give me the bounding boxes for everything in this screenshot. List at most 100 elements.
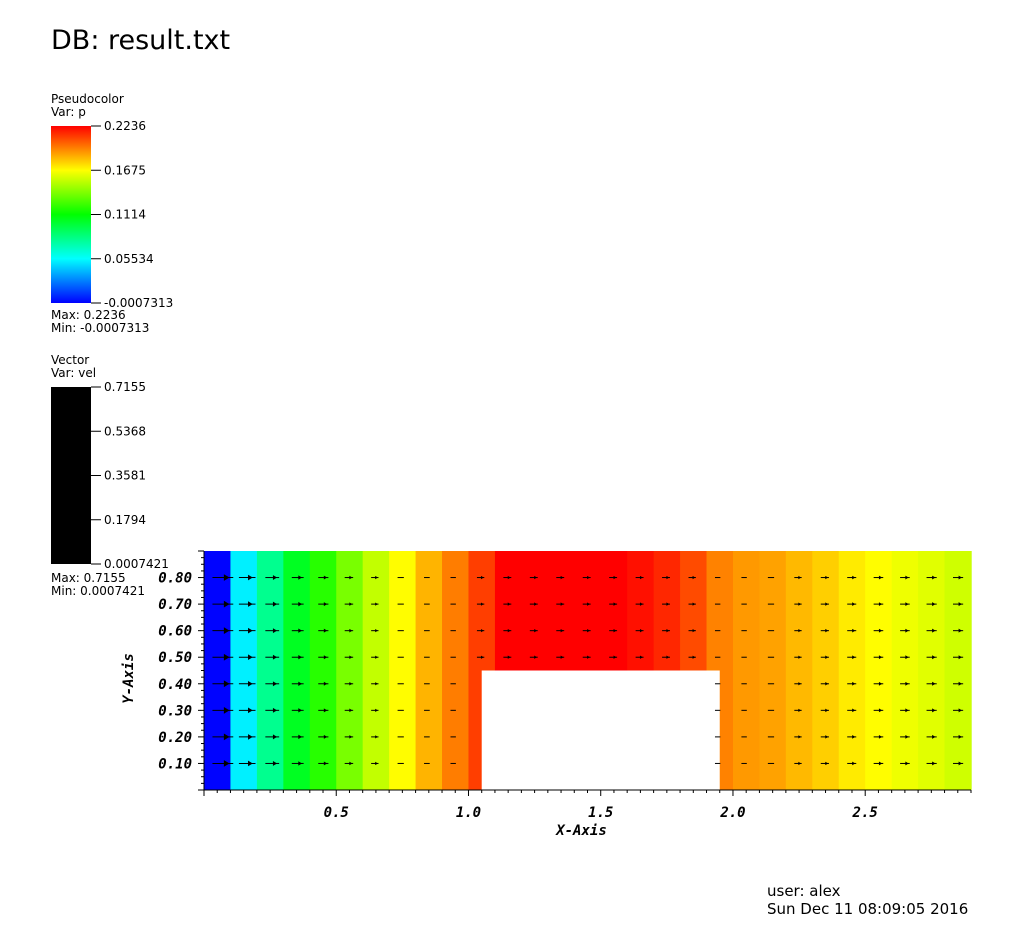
vector-arrow-head	[798, 629, 802, 633]
vector-arrow-head	[932, 734, 936, 739]
y-tick-label: 0.10	[158, 756, 192, 772]
vector-arrow-head	[905, 681, 909, 686]
vector-arrow-head	[587, 602, 590, 606]
vector-arrow-head	[692, 629, 696, 633]
vector-legend-tick-label-3: 0.1794	[104, 513, 146, 527]
heat-cell	[918, 551, 946, 790]
vector-arrow-head	[298, 655, 302, 660]
vector-arrow-head	[375, 629, 378, 633]
vector-legend-tick-label-2: 0.3581	[104, 469, 146, 483]
vector-arrow-head	[349, 682, 353, 686]
vector-arrow-head	[323, 708, 328, 713]
vector-arrow-head	[639, 602, 643, 606]
vector-arrow-head	[958, 602, 962, 607]
heat-cell	[812, 551, 840, 790]
heat-cell	[204, 551, 232, 790]
x-tick-label: 0.5	[324, 805, 349, 821]
vector-arrow-head	[958, 681, 962, 686]
vector-arrow-head	[272, 734, 278, 740]
vector-arrow-head	[534, 655, 538, 659]
vector-arrow-head	[878, 602, 883, 607]
vector-arrow-head	[323, 628, 328, 633]
heat-cell	[944, 551, 972, 790]
vector-arrow-head	[825, 735, 829, 739]
vector-arrow-head	[560, 655, 564, 659]
vector-arrow-head	[223, 733, 230, 741]
pseudocolor-legend-min: Min: -0.0007313	[51, 321, 150, 335]
y-tick-label: 0.20	[158, 730, 192, 746]
heat-cell	[230, 551, 258, 790]
vector-arrow-head	[798, 708, 802, 712]
pseudocolor-legend-var: Var: p	[51, 105, 86, 119]
db-title: DB: result.txt	[51, 25, 231, 56]
vector-legend-tick-label-4: 0.0007421	[104, 557, 169, 571]
vector-arrow-head	[272, 707, 278, 713]
y-tick-label: 0.50	[158, 650, 192, 666]
vector-arrow-head	[323, 602, 328, 607]
vector-arrow-head	[852, 602, 856, 606]
vector-arrow-head	[798, 735, 802, 739]
vector-arrow-head	[323, 681, 328, 686]
vector-arrow-head	[375, 602, 378, 606]
vector-arrow-head	[613, 655, 617, 659]
vector-arrow-head	[825, 575, 829, 580]
heat-cell	[442, 551, 470, 790]
vector-arrow-head	[298, 734, 302, 740]
pseudocolor-legend-max: Max: 0.2236	[51, 308, 126, 322]
vector-arrow-head	[349, 708, 353, 713]
vector-legend-title: Vector	[51, 353, 90, 367]
footer-date: Sun Dec 11 08:09:05 2016	[767, 900, 969, 918]
vector-arrow-head	[248, 627, 253, 634]
vector-legend-var: Var: vel	[51, 366, 97, 380]
vector-arrow-head	[248, 601, 253, 607]
heat-cell	[891, 551, 919, 790]
vector-arrow-head	[905, 655, 909, 660]
vector-arrow-head	[825, 708, 829, 713]
heat-cell	[865, 551, 893, 790]
y-tick-label: 0.70	[158, 597, 192, 613]
vector-arrow-head	[534, 628, 538, 633]
vector-arrow-head	[958, 734, 962, 739]
vector-arrow-head	[349, 761, 353, 766]
vector-arrow-head	[223, 627, 230, 635]
heat-cell	[283, 551, 311, 790]
vector-arrow-head	[480, 575, 484, 580]
vector-arrow-head	[932, 628, 936, 633]
vector-arrow-head	[852, 628, 856, 633]
vector-arrow-head	[958, 655, 962, 660]
axes: 0.5 1.0 1.5 2.0 2.5 0.10 0.20 0.30 0.40 0.50 0.60 0…	[121, 550, 972, 839]
vector-arrow-head	[692, 602, 696, 606]
heat-cell	[309, 551, 337, 790]
vector-arrow-head	[480, 655, 484, 659]
vector-arrow-head	[480, 602, 484, 606]
vector-arrow-head	[825, 602, 829, 606]
vector-arrow-head	[298, 761, 302, 766]
vector-arrow-head	[613, 602, 617, 606]
vector-arrow-head	[223, 706, 230, 714]
vector-arrow-head	[587, 575, 590, 580]
vector-arrow-head	[639, 575, 643, 580]
vector-arrow-head	[248, 734, 253, 740]
vector-arrow-head	[905, 575, 909, 580]
vector-arrow-head	[852, 761, 856, 766]
vector-arrow-head	[507, 575, 511, 580]
pseudocolor-legend-title: Pseudocolor	[51, 92, 124, 106]
y-tick-label: 0.30	[158, 703, 192, 719]
vector-arrow-head	[507, 602, 511, 606]
vector-arrow-head	[852, 575, 856, 580]
vector-arrow-head	[375, 761, 378, 766]
vector-arrow-head	[272, 760, 278, 766]
pseudocolor-legend-tick-label-3: 0.05534	[104, 252, 154, 266]
vector-arrow-head	[878, 708, 883, 713]
vector-arrow-head	[323, 575, 328, 580]
vector-arrow-head	[507, 628, 511, 633]
vector-legend-tick-label-1: 0.5368	[104, 424, 146, 438]
vector-arrow-head	[248, 574, 253, 581]
vector-arrow-head	[248, 707, 253, 714]
vector-arrow-head	[692, 655, 696, 659]
vector-arrow-head	[958, 575, 962, 580]
vector-arrow-head	[905, 628, 909, 633]
vector-arrow-head	[639, 628, 643, 633]
pseudocolor-legend-tick-label-2: 0.1114	[104, 208, 146, 222]
